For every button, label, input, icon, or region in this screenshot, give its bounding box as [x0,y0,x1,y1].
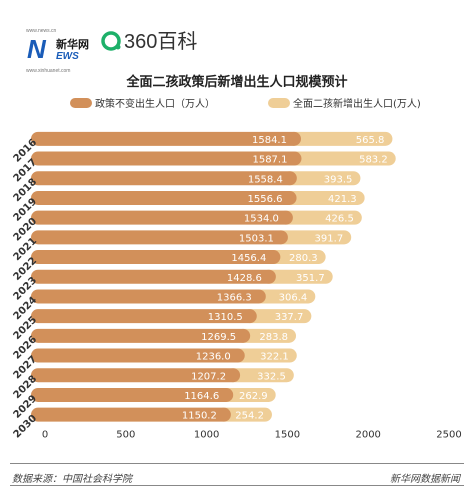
bar-label-base: 1556.6 [248,194,283,205]
news-logo-ews: EWS [56,51,79,62]
footer-bottom-line [10,485,464,486]
bar-added [236,328,297,343]
bar-label-base: 1236.0 [196,352,231,363]
x-tick-label: 1000 [194,430,219,441]
legend-label-added: 全面二孩新增出生人口(万人) [293,99,421,110]
x-tick-label: 1500 [275,430,300,441]
bar-added [226,368,294,383]
x-tick-label: 500 [116,430,135,441]
bar-label-added: 391.7 [315,233,344,244]
bar-base [31,230,288,245]
bar-added [261,269,333,284]
bar-added [282,190,365,205]
news-url: www.news.cn [26,28,57,34]
x-tick-label: 2500 [436,430,461,441]
bar-label-base: 1428.6 [227,273,262,284]
bar-added [216,407,272,422]
bar-label-base: 1164.6 [184,391,219,402]
header: www.news.cn N 新华网 EWS www.xinhuanet.com … [0,0,474,74]
bar-label-added: 421.3 [328,194,357,205]
bar-added [242,309,312,324]
bar-label-added: 280.3 [289,253,318,264]
bar-label-added: 351.7 [296,273,325,284]
bar-added [282,171,361,186]
bar-added [278,210,362,225]
baike-circle-icon [101,31,121,51]
bar-label-base: 1534.0 [244,214,279,225]
bar-label-base: 1310.5 [208,312,243,323]
bar-base [31,269,276,284]
bar-added [230,348,297,363]
legend-item-base: 政策不变出生人口（万人） [70,95,215,110]
bar-added [266,250,326,265]
bar-label-base: 1269.5 [201,332,236,343]
footer-divider [10,463,464,464]
legend-swatch-base [70,98,92,108]
bar-base [31,368,241,383]
bar-label-added: 565.8 [356,135,385,146]
legend-item-added: 全面二孩新增出生人口(万人) [268,95,421,110]
bar-label-base: 1150.2 [182,411,217,422]
bar-label-base: 1456.4 [231,253,266,264]
xinhuanet-logo[interactable]: www.news.cn N 新华网 EWS www.xinhuanet.com [12,14,92,74]
bar-label-base: 1366.3 [217,292,252,303]
news-logo-cn: 新华网 [56,38,89,51]
x-tick-label: 0 [42,430,48,441]
bar-base [31,190,297,205]
bar-label-added: 283.8 [259,332,288,343]
bar-base [31,210,293,225]
legend-swatch-added [268,98,290,108]
bar-base [31,131,301,146]
bar-label-base: 1584.1 [252,135,287,146]
bar-label-added: 337.7 [275,312,304,323]
chart-title: 全面二孩政策后新增出生人口规模预计 [126,75,348,90]
bar-label-added: 393.5 [324,174,353,185]
bar-base [31,348,245,363]
bar-label-base: 1558.4 [248,174,283,185]
bar-label-base: 1207.2 [191,371,226,382]
bar-base [31,151,302,166]
bar-added [219,387,276,402]
baike-brand: 360百科 [124,31,198,53]
bar-label-added: 332.5 [257,371,286,382]
bar-label-added: 426.5 [325,214,354,225]
bar-base [31,289,266,304]
bar-base [31,328,251,343]
bar-base [31,250,281,265]
bar-base [31,171,297,186]
bar-label-base: 1587.1 [252,155,287,166]
news-logo-sub: www.xinhuanet.com [26,68,71,74]
bar-added [273,230,352,245]
x-tick-label: 2000 [355,430,380,441]
bar-base [31,309,257,324]
bar-added [287,151,396,166]
news-logo-letter: N [27,34,46,64]
bar-base [31,387,234,402]
bar-label-added: 262.9 [239,391,268,402]
bar-label-added: 254.2 [235,411,264,422]
bar-label-added: 583.2 [359,155,388,166]
bar-base [31,407,231,422]
bar-added [251,289,316,304]
legend-label-base: 政策不变出生人口（万人） [95,99,215,110]
bar-label-added: 306.4 [279,292,308,303]
footer-brand: 新华网数据新闻 [390,474,460,485]
bar-label-base: 1503.1 [239,233,274,244]
data-source: 数据来源：中国社会科学院 [12,474,132,485]
bar-label-added: 322.1 [260,352,289,363]
bar-added [286,131,393,146]
